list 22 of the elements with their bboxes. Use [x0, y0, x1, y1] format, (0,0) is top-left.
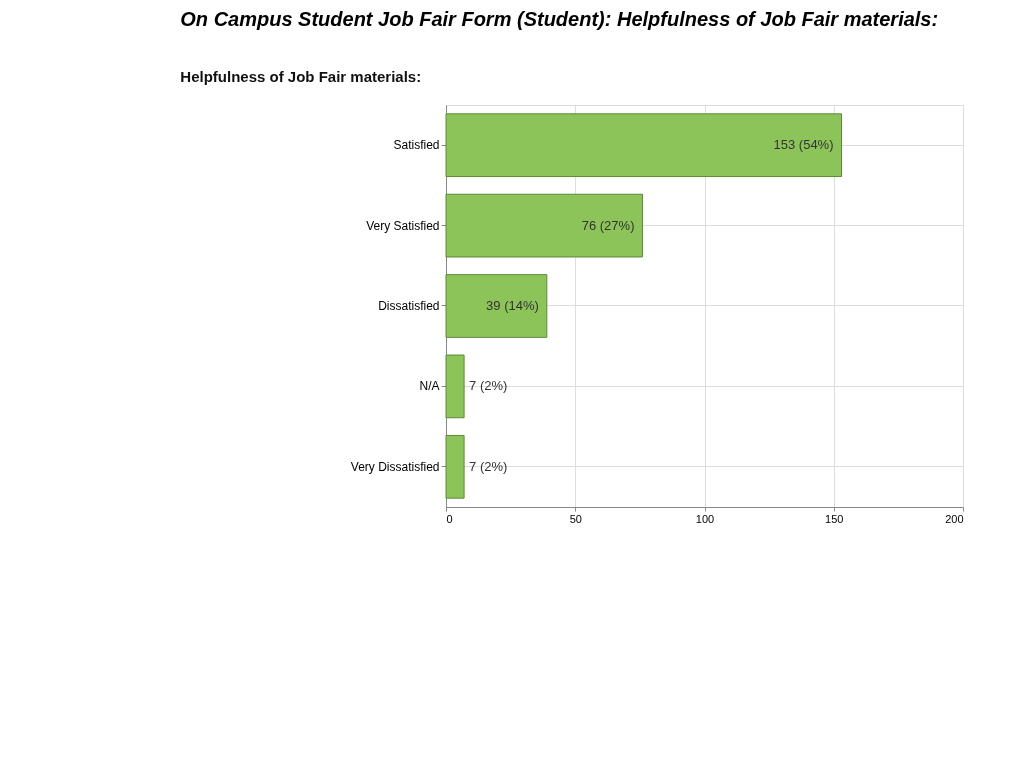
- data-label: 39 (14%): [486, 298, 539, 313]
- data-label: 76 (27%): [581, 217, 635, 233]
- bar: [445, 113, 843, 178]
- y-tick-label: Very Satisfied: [366, 218, 440, 233]
- x-tick-label: 200: [945, 512, 964, 525]
- bar: [445, 354, 465, 419]
- y-tick-label: Satisfied: [393, 138, 440, 153]
- text: Helpfulness of Job Fair materials:: [180, 68, 422, 85]
- data-label: 7 (2%): [469, 458, 508, 474]
- x-tick-label: 100: [695, 512, 715, 525]
- bar: [445, 434, 465, 499]
- x-tick-label: 150: [825, 512, 844, 525]
- bar: [445, 274, 548, 338]
- data-label: 7 (2%): [469, 378, 508, 394]
- data-label: 153 (54%): [773, 137, 834, 153]
- y-tick-label: Very Dissatisfied: [350, 459, 440, 474]
- x-tick-label: 0: [446, 512, 453, 525]
- y-tick-label: N/A: [419, 379, 440, 394]
- bar: [445, 193, 643, 258]
- x-tick-label: 50: [569, 512, 582, 525]
- y-tick-label: Dissatisfied: [378, 299, 440, 313]
- chart-title: On Campus Student Job Fair Form (Student): Helpfulness of Job Fair materials:: [180, 8, 939, 30]
